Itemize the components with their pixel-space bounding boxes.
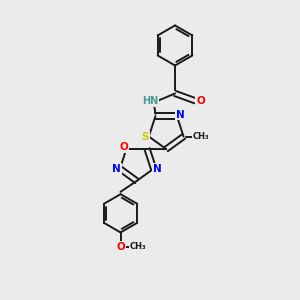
Text: O: O: [120, 142, 128, 152]
Text: S: S: [142, 131, 149, 142]
Text: HN: HN: [142, 96, 158, 106]
Text: N: N: [112, 164, 121, 174]
Text: CH₃: CH₃: [130, 242, 146, 251]
Text: CH₃: CH₃: [193, 132, 209, 141]
Text: O: O: [116, 242, 125, 252]
Text: N: N: [153, 164, 161, 174]
Text: N: N: [176, 110, 185, 120]
Text: O: O: [196, 96, 205, 106]
